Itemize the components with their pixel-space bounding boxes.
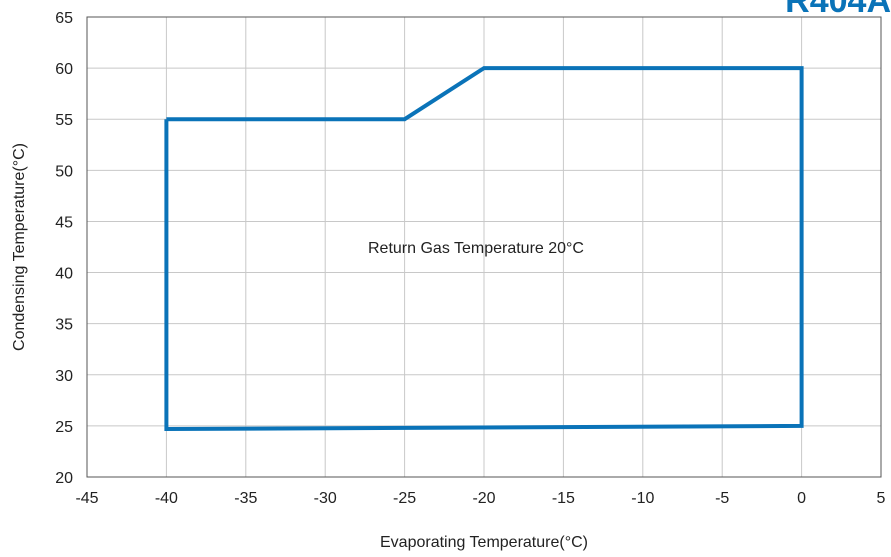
- x-tick-label: -10: [631, 490, 654, 507]
- x-tick-label: -40: [155, 490, 178, 507]
- series-line-envelope: [164, 66, 804, 432]
- x-tick-label: -25: [393, 490, 416, 507]
- x-tick-label: -20: [472, 490, 495, 507]
- y-tick-label: 30: [55, 368, 73, 385]
- x-tick-label: 5: [877, 490, 886, 507]
- y-axis-ticks: 20 25 30 35 40 45 50 55 60 65: [55, 10, 73, 487]
- x-tick-label: -5: [715, 490, 729, 507]
- plot-frame: [86, 16, 882, 478]
- x-axis-label: Evaporating Temperature(°C): [380, 534, 588, 551]
- y-tick-label: 40: [55, 266, 73, 283]
- x-tick-label: -30: [314, 490, 337, 507]
- annotation-return-gas: Return Gas Temperature 20°C: [368, 240, 584, 257]
- x-axis-ticks: -45 -40 -35 -30 -25 -20 -15 -10 -5 0 5: [75, 490, 885, 507]
- x-tick-label: -15: [552, 490, 575, 507]
- y-tick-label: 45: [55, 214, 73, 231]
- x-tick-label: 0: [797, 490, 806, 507]
- y-tick-label: 50: [55, 163, 73, 180]
- y-tick-label: 25: [55, 419, 73, 436]
- x-tick-label: -35: [234, 490, 257, 507]
- y-axis-label: Condensing Temperature(°C): [11, 143, 28, 351]
- y-tick-label: 65: [55, 10, 73, 27]
- y-tick-label: 55: [55, 112, 73, 129]
- y-tick-label: 20: [55, 470, 73, 487]
- y-tick-label: 60: [55, 61, 73, 78]
- chart-title: R404A: [785, 0, 891, 20]
- y-tick-label: 35: [55, 317, 73, 334]
- x-tick-label: -45: [75, 490, 98, 507]
